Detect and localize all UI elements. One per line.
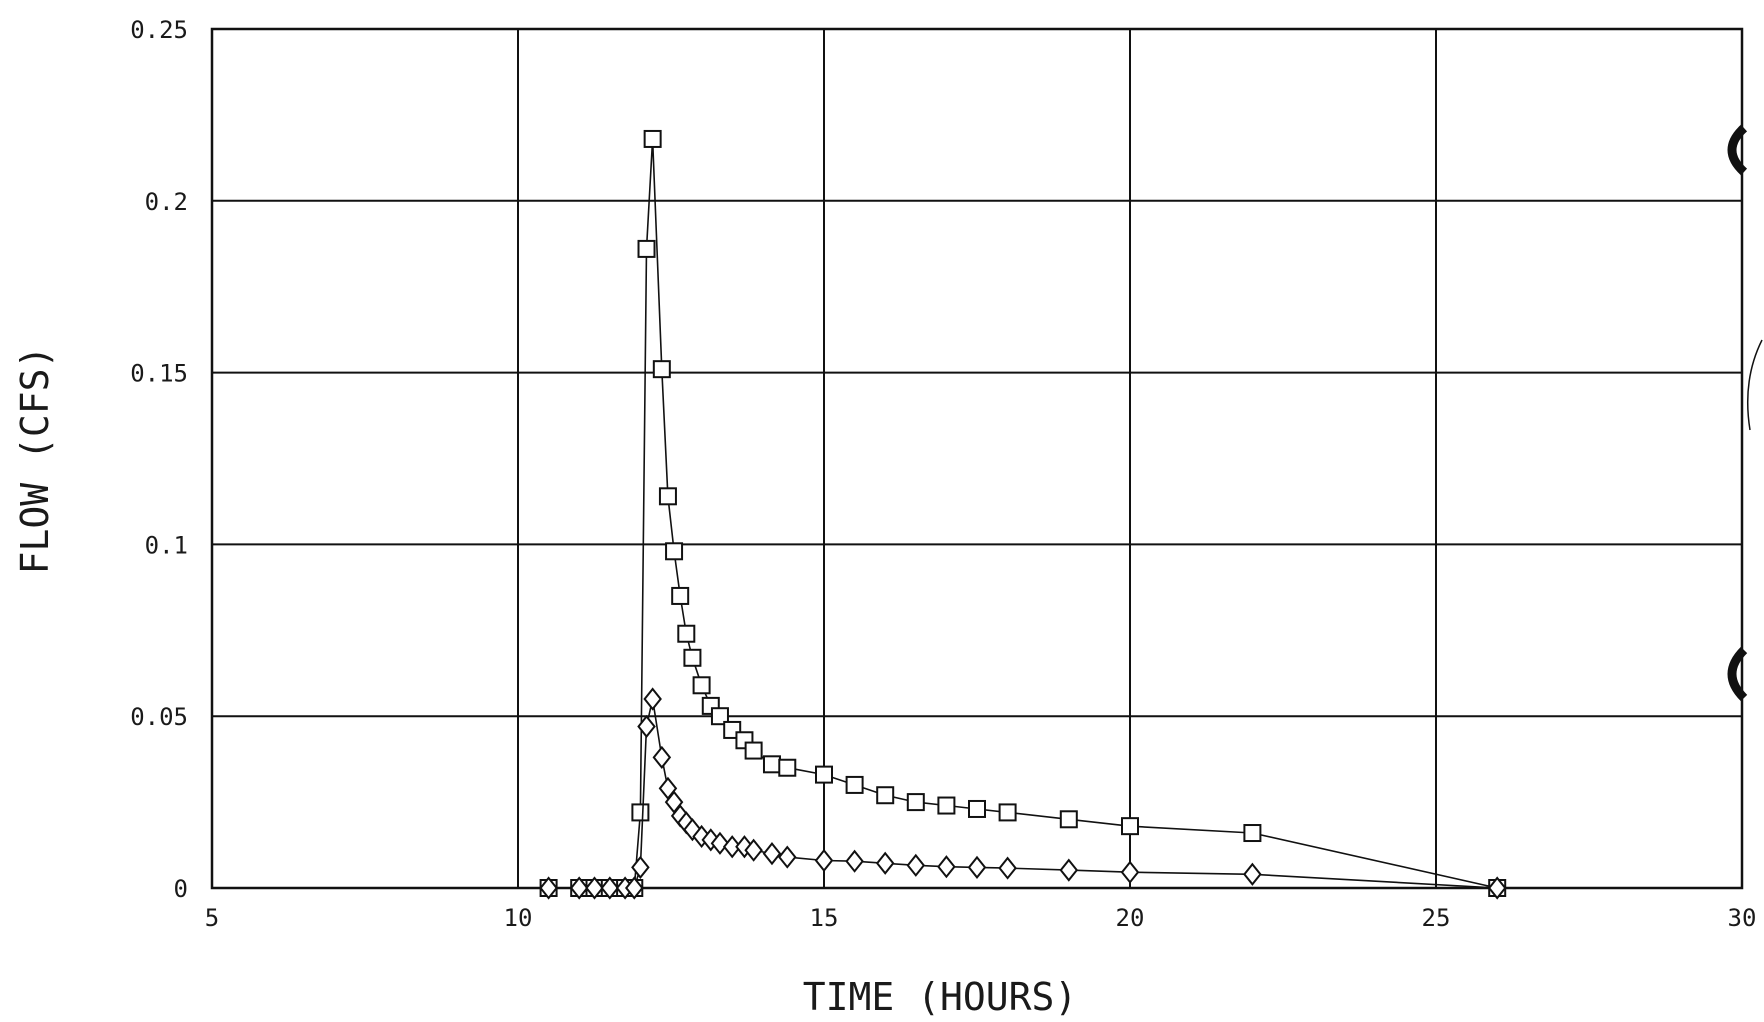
square-marker	[906, 793, 925, 812]
diamond-marker	[762, 842, 782, 866]
diamond-marker	[967, 855, 987, 879]
diamond-marker	[814, 848, 834, 873]
x-tick-label: 5	[205, 904, 219, 932]
diamond-marker	[937, 855, 956, 879]
x-tick-label: 20	[1116, 904, 1145, 932]
x-tick-label: 10	[504, 904, 533, 932]
square-marker	[815, 765, 833, 784]
square-marker	[665, 542, 684, 561]
square-marker	[710, 707, 729, 726]
square-series	[539, 129, 1507, 897]
square-marker	[778, 758, 797, 777]
x-tick-label: 15	[810, 904, 839, 932]
diamond-marker	[631, 855, 650, 879]
diamond-marker	[569, 876, 589, 900]
square-marker	[1121, 817, 1139, 836]
diamond-marker	[1120, 860, 1140, 884]
x-tick-label: 30	[1728, 904, 1757, 932]
diamond-marker	[643, 687, 662, 711]
square-marker	[692, 676, 711, 695]
square-marker	[876, 786, 895, 805]
square-marker	[677, 624, 696, 643]
y-tick-label: 0.1	[145, 531, 188, 559]
diamond-marker	[585, 876, 604, 900]
diamond-marker	[998, 856, 1017, 880]
scan-mark-middle	[1746, 339, 1763, 431]
square-marker	[671, 586, 690, 605]
square-marker	[845, 775, 864, 794]
scan-mark-upper	[1727, 124, 1748, 176]
square-marker	[762, 755, 781, 774]
square-marker	[658, 487, 677, 506]
diamond-marker	[539, 876, 558, 900]
x-axis-title: TIME (HOURS)	[803, 975, 1078, 1019]
y-axis-title: FLOW (CFS)	[13, 346, 57, 575]
square-marker	[998, 803, 1017, 822]
diamond-marker	[600, 876, 620, 900]
square-marker	[631, 803, 650, 822]
y-tick-label: 0.25	[130, 16, 188, 44]
y-tick-labels: 0 0.05 0.1 0.15 0.2 0.25	[130, 16, 188, 903]
square-marker	[744, 741, 763, 760]
scan-mark-lower	[1727, 646, 1748, 702]
diamond-marker	[652, 745, 672, 770]
square-series-line	[548, 138, 1498, 889]
diamond-marker	[777, 845, 797, 869]
square-marker	[1243, 824, 1262, 843]
plot-frame	[210, 27, 1744, 890]
diamond-marker	[1059, 858, 1079, 882]
grid-lines	[211, 28, 1743, 889]
x-tick-label: 25	[1422, 904, 1451, 932]
y-tick-label: 0.2	[145, 188, 188, 216]
diamond-marker	[1487, 876, 1507, 900]
y-tick-label: 0	[174, 875, 188, 903]
x-tick-labels: 5 10 15 20 25 30	[205, 904, 1757, 932]
square-marker	[937, 796, 956, 815]
diamond-marker	[845, 849, 864, 873]
y-tick-label: 0.05	[130, 703, 188, 731]
y-tick-label: 0.15	[130, 360, 188, 388]
diamond-series	[539, 687, 1507, 900]
square-marker	[968, 799, 986, 818]
diamond-marker	[875, 851, 895, 875]
diamond-marker	[624, 876, 644, 900]
diamond-marker	[744, 838, 763, 862]
square-marker	[652, 360, 671, 379]
diamond-marker	[1243, 862, 1262, 886]
square-marker	[643, 129, 662, 148]
diamond-marker	[710, 831, 730, 855]
square-marker	[1059, 810, 1078, 829]
diamond-marker	[722, 835, 742, 859]
diamond-marker	[637, 714, 656, 739]
diamond-series-line	[548, 698, 1498, 889]
square-marker	[683, 648, 702, 667]
series-layer	[539, 129, 1507, 900]
diamond-marker	[906, 853, 926, 877]
square-marker	[637, 239, 656, 258]
